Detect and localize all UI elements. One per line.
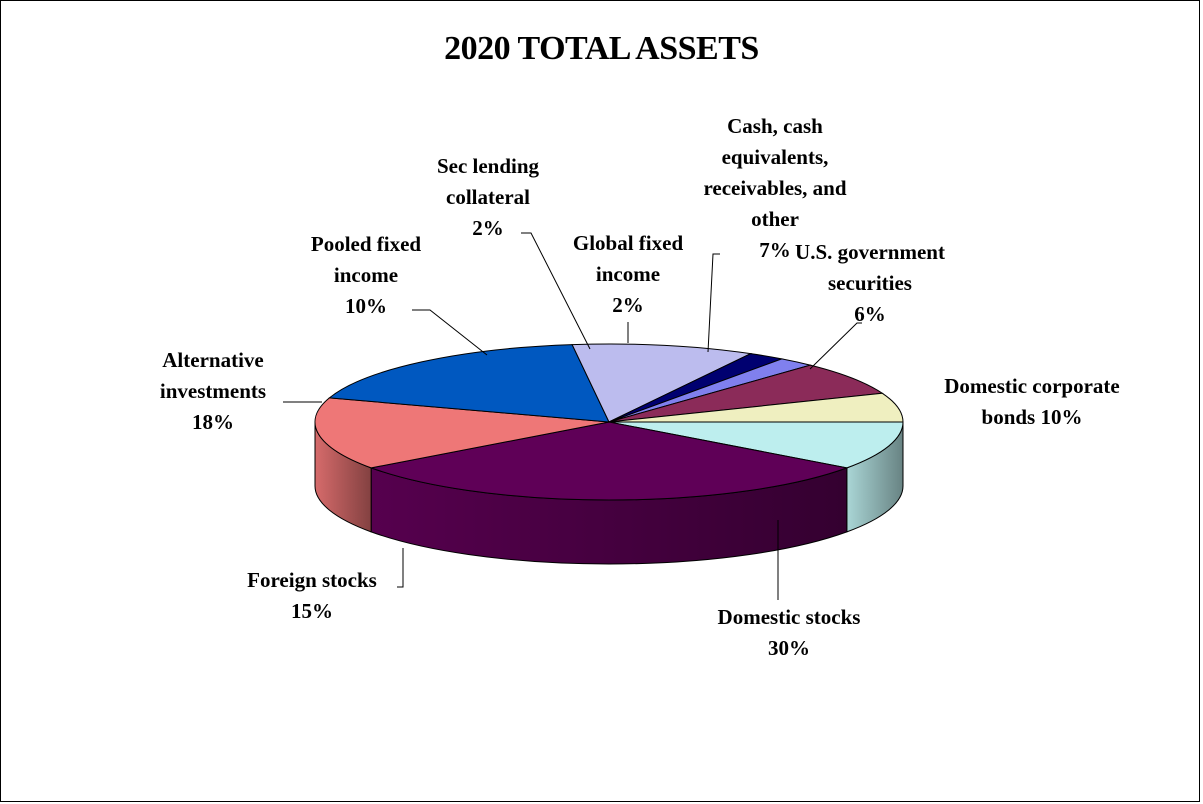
leader-line-7 [707,253,720,353]
slice-label-8: U.S. government securities 6% [795,240,945,326]
slice-label-6: Global fixed income 2% [573,231,684,317]
slice-label-7: Cash, cash equivalents, receivables, and ot… [703,114,846,262]
slice-label-1: Domestic stocks 30% [718,605,861,660]
slice-label-2: Foreign stocks 15% [247,568,377,623]
pie-slice-3 [328,344,610,423]
pie-slice-4 [571,343,753,423]
leader-line-8 [809,322,862,370]
slice-label-5: Sec lending collateral 2% [437,154,540,240]
slice-label-0: Domestic corporate bonds 10% [944,374,1120,429]
pie-slice-2 [314,397,610,469]
leader-line-5 [521,232,591,350]
pie-slice-1 [369,421,849,501]
pie-slice-0 [608,421,904,469]
leader-line-4 [412,309,488,356]
chart-title: 2020 TOTAL ASSETS [444,30,759,67]
pie-slice-8 [608,392,904,423]
slice-label-3: Alternative investments 18% [160,348,266,434]
leader-line-2 [397,548,404,588]
slice-label-4: Pooled fixed income 10% [311,232,422,318]
